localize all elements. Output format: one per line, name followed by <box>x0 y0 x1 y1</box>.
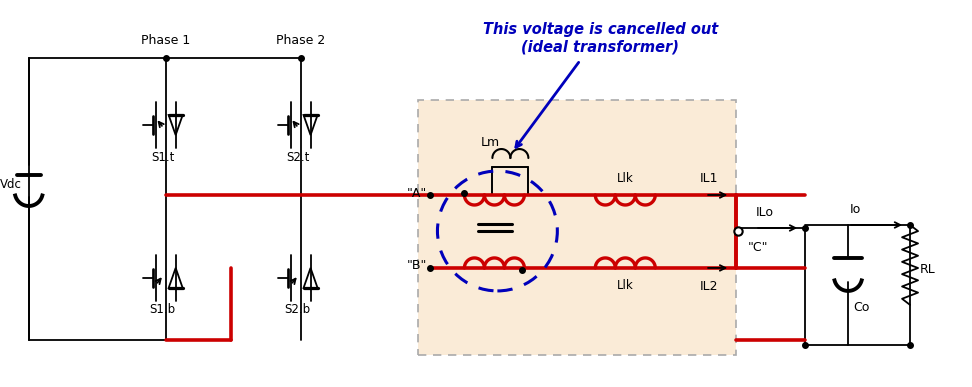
Text: Llk: Llk <box>617 279 634 293</box>
Text: Llk: Llk <box>617 171 634 185</box>
Text: IL1: IL1 <box>700 171 718 185</box>
Text: "C": "C" <box>748 241 769 255</box>
Text: RL: RL <box>920 264 936 276</box>
Text: Lm: Lm <box>481 135 500 149</box>
Text: "B": "B" <box>406 259 427 272</box>
Text: IL2: IL2 <box>700 281 718 293</box>
Text: Co: Co <box>853 301 870 314</box>
Text: S1.b: S1.b <box>150 303 176 317</box>
FancyBboxPatch shape <box>419 100 736 355</box>
Text: S2.t: S2.t <box>286 151 309 164</box>
Text: Vdc: Vdc <box>0 178 21 190</box>
Text: S1.t: S1.t <box>151 151 174 164</box>
Text: Io: Io <box>850 204 861 216</box>
Text: Phase 2: Phase 2 <box>276 34 326 46</box>
Text: "A": "A" <box>406 187 427 200</box>
Text: Phase 1: Phase 1 <box>141 34 191 46</box>
Text: S2.b: S2.b <box>285 303 311 317</box>
Text: ILo: ILo <box>756 207 774 219</box>
Text: This voltage is cancelled out
(ideal transformer): This voltage is cancelled out (ideal tra… <box>483 22 718 55</box>
